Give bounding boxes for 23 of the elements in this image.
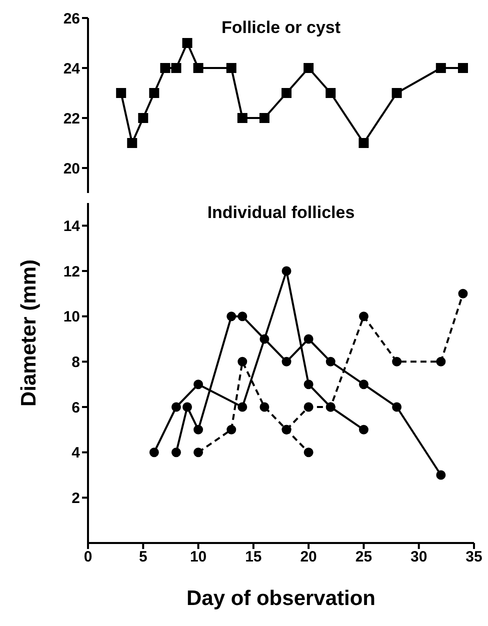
x-tick-label: 0 <box>84 548 92 566</box>
x-tick-label: 35 <box>466 548 482 566</box>
x-tick-label: 20 <box>300 548 317 566</box>
y-tick-label: 6 <box>72 399 80 416</box>
y-tick-label: 20 <box>63 160 80 178</box>
x-tick-label: 25 <box>355 548 372 566</box>
y-axis-title: Diameter (mm) <box>17 259 40 407</box>
y-tick-label: 26 <box>63 10 80 28</box>
chart-title: Individual follicles <box>206 203 356 223</box>
x-axis-title: Day of observation <box>186 587 376 610</box>
x-tick-label: 15 <box>245 548 262 566</box>
x-tick-label: 10 <box>190 548 207 566</box>
chart-title: Follicle or cyst <box>220 18 342 38</box>
x-tick-label: 5 <box>138 548 148 566</box>
y-tick-label: 10 <box>63 308 80 326</box>
y-tick-label: 8 <box>72 354 80 371</box>
x-tick-label: 30 <box>410 548 428 566</box>
y-tick-label: 2 <box>72 490 80 507</box>
y-tick-label: 24 <box>63 60 81 78</box>
y-tick-label: 14 <box>63 218 81 235</box>
y-tick-label: 22 <box>63 110 80 128</box>
y-tick-label: 4 <box>72 444 81 462</box>
y-tick-label: 12 <box>63 263 80 280</box>
